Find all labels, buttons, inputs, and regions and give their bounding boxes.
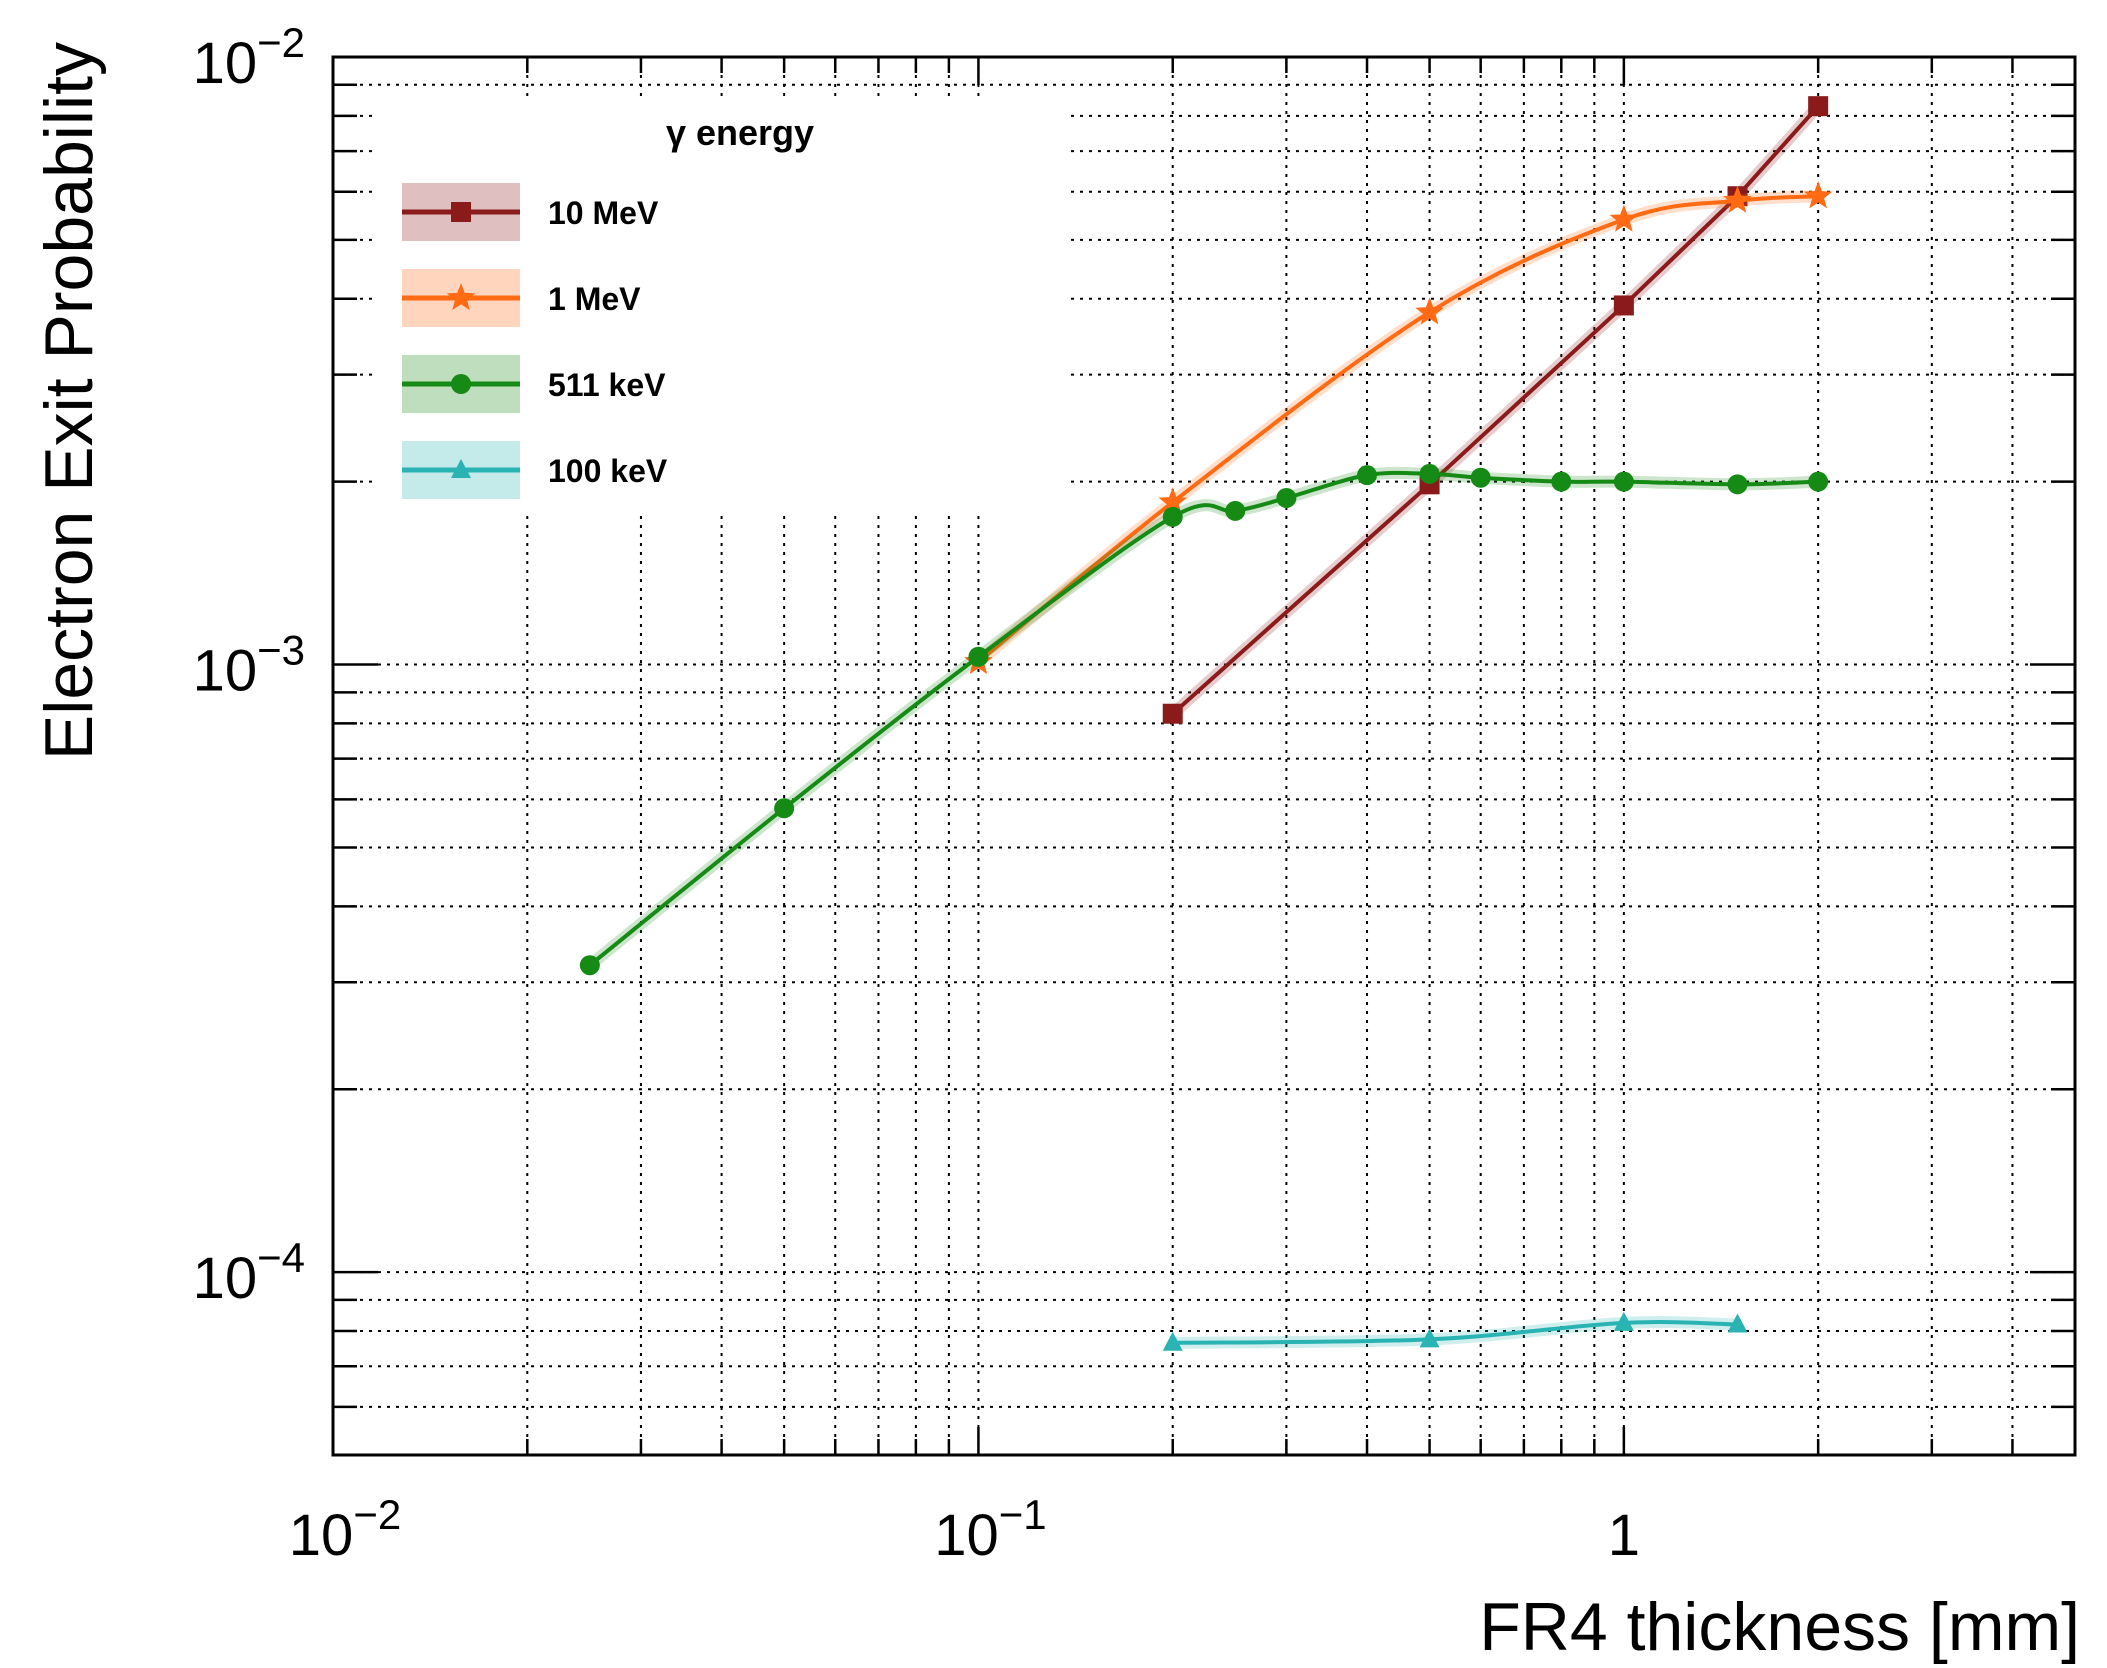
data-point: [968, 646, 989, 667]
legend-background: [372, 100, 1067, 510]
legend-entry: 100 keV: [402, 441, 668, 499]
data-point: [1419, 463, 1440, 484]
legend-title: γ energy: [666, 112, 814, 153]
x-axis-title: FR4 thickness [mm]: [1479, 1589, 2080, 1665]
data-point: [1276, 487, 1297, 508]
series-2: [579, 463, 1829, 976]
data-point: [1727, 474, 1748, 495]
data-point: [579, 955, 600, 976]
y-tick-label: 10−2: [193, 19, 305, 96]
legend-entry: 10 MeV: [402, 183, 659, 241]
legend-marker: [451, 459, 471, 478]
y-tick-label: 10−4: [193, 1234, 305, 1311]
series-line: [977, 194, 1819, 664]
data-point: [1162, 1331, 1183, 1351]
plot-frame: [331, 55, 2077, 1457]
series-error-band: [974, 190, 1819, 667]
x-tick-label: 1: [1608, 1503, 1640, 1568]
data-point: [1613, 471, 1634, 492]
data-point: [1162, 703, 1183, 724]
data-point: [1727, 1313, 1748, 1333]
legend: γ energy 10 MeV 1 MeV 511 keV 100 keV: [402, 112, 814, 499]
legend-label: 1 MeV: [548, 281, 641, 317]
series-layer: [579, 96, 1833, 1351]
data-point: [774, 798, 795, 819]
data-point: [1419, 1328, 1440, 1348]
legend-label: 10 MeV: [548, 195, 659, 231]
data-point: [1415, 297, 1444, 325]
series-3: [1162, 1311, 1748, 1351]
legend-label: 511 keV: [548, 367, 666, 403]
data-point: [1613, 1311, 1634, 1331]
series-line: [1172, 1320, 1738, 1345]
data-point: [1723, 185, 1752, 213]
legend-marker: [446, 283, 476, 311]
data-point: [1162, 506, 1183, 527]
legend-entry: 511 keV: [402, 355, 666, 413]
series-1: [964, 181, 1833, 675]
legend-box: [372, 100, 1067, 510]
series-0: [1162, 96, 1829, 724]
y-axis-title: Electron Exit Probability: [31, 42, 107, 760]
x-tick-label: 10−2: [289, 1491, 401, 1568]
data-point: [1470, 467, 1491, 488]
tick-labels: 10−2 10−1 1 10−2 10−3 10−4: [193, 19, 1640, 1568]
data-point: [1357, 465, 1378, 486]
series-error-band: [586, 466, 1819, 970]
x-tick-label: 10−1: [934, 1491, 1046, 1568]
legend-entry: 1 MeV: [402, 269, 641, 327]
data-point: [1808, 471, 1829, 492]
series-line: [588, 470, 1819, 967]
legend-label: 100 keV: [548, 453, 668, 489]
legend-marker: [451, 374, 471, 394]
axis-ticks: [331, 57, 2077, 1457]
data-point: [1551, 471, 1572, 492]
data-point: [1808, 96, 1829, 117]
legend-marker: [451, 202, 471, 222]
data-point: [1613, 295, 1634, 316]
data-point: [1609, 204, 1639, 232]
data-point: [1225, 500, 1246, 521]
data-point: [1803, 181, 1833, 209]
data-point: [1158, 487, 1187, 515]
y-tick-label: 10−3: [193, 627, 305, 704]
